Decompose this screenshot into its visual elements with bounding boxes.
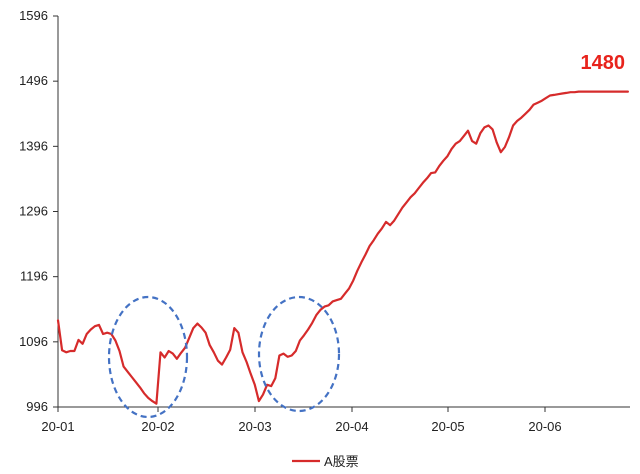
- y-tick-label: 1296: [19, 204, 48, 219]
- legend-label: A股票: [324, 454, 359, 469]
- y-tick-label: 996: [26, 399, 48, 414]
- highlight-ellipse: [107, 295, 189, 419]
- x-tick-label: 20-02: [141, 419, 174, 434]
- x-tick-label: 20-03: [238, 419, 271, 434]
- series-line-a-stock: [56, 90, 629, 405]
- end-value-label: 1480: [581, 52, 626, 74]
- y-tick-label: 1596: [19, 8, 48, 23]
- y-tick-label: 1196: [20, 269, 48, 284]
- y-tick-label: 1496: [19, 73, 48, 88]
- x-tick-label: 20-05: [431, 419, 464, 434]
- y-tick-label: 1396: [19, 138, 48, 153]
- x-tick-label: 20-04: [335, 419, 368, 434]
- x-tick-label: 20-01: [41, 419, 74, 434]
- y-tick-label: 1096: [19, 334, 48, 349]
- highlight-ellipse: [257, 295, 341, 413]
- x-tick-label: 20-06: [528, 419, 561, 434]
